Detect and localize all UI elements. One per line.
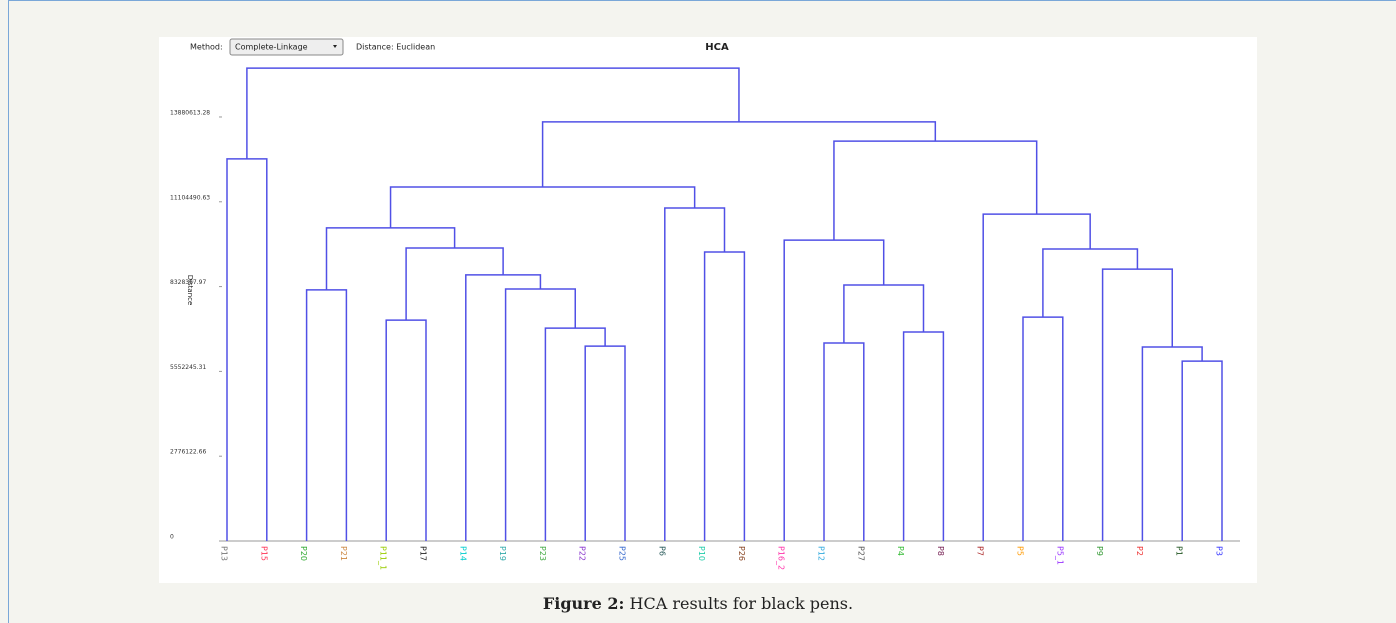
leaf-label: P15 xyxy=(259,546,268,561)
leaf-label: P10 xyxy=(697,546,706,561)
y-tick-label: 13880613.28 xyxy=(170,109,210,116)
merge-link xyxy=(541,121,937,187)
merge-link xyxy=(405,247,504,321)
leaf-label: P11_1 xyxy=(379,546,388,570)
method-value: Complete-Linkage xyxy=(235,43,308,52)
leaf-label: P21 xyxy=(339,546,348,561)
leaf-label: P1 xyxy=(1175,546,1184,556)
leaf-label: P8 xyxy=(936,546,945,556)
y-tick-label: 5552245.31 xyxy=(170,364,206,371)
distance-label: Distance: Euclidean xyxy=(356,43,435,52)
leaf-label: P13 xyxy=(220,546,229,561)
merge-link xyxy=(1181,360,1223,541)
leaf-label: P2 xyxy=(1135,546,1144,556)
caption-text: HCA results for black pens. xyxy=(629,594,854,613)
y-axis-label: Distance xyxy=(186,275,194,306)
merge-link xyxy=(246,67,740,159)
y-tick-label: 2776122.66 xyxy=(170,449,206,456)
chart: Method: Complete-Linkage Distance: Eucli… xyxy=(159,37,1257,583)
y-tick-label: 11104490.63 xyxy=(170,194,210,201)
merge-link xyxy=(1101,268,1173,541)
leaf-label: P5 xyxy=(1016,546,1025,556)
chart-title: HCA xyxy=(705,42,729,53)
leaf-label: P27 xyxy=(856,546,865,561)
figure-frame xyxy=(8,0,1396,623)
chart-background xyxy=(159,37,1257,583)
leaf-label: P5_1 xyxy=(1055,546,1064,565)
caption-label: Figure 2: xyxy=(542,594,625,613)
leaf-label: P26 xyxy=(737,546,746,561)
method-select[interactable] xyxy=(229,38,344,56)
merge-link xyxy=(504,288,576,541)
leaf-label: P9 xyxy=(1095,546,1104,556)
y-tick-label: 8328367.97 xyxy=(170,279,206,286)
leaf-label: P23 xyxy=(538,546,547,561)
merge-link xyxy=(982,213,1091,541)
leaf-label: P14 xyxy=(458,546,467,561)
leaf-label: P25 xyxy=(618,546,627,561)
merge-link xyxy=(833,140,1038,241)
leaf-label: P22 xyxy=(578,546,587,561)
merge-link xyxy=(1022,316,1064,541)
leaf-label: P6 xyxy=(657,546,666,556)
leaf-label: P17 xyxy=(419,546,428,561)
y-tick-label: 0 xyxy=(170,534,174,541)
caption: Figure 2: HCA results for black pens. xyxy=(0,594,1396,613)
leaf-label: P7 xyxy=(976,546,985,556)
leaf-label: P4 xyxy=(896,546,905,556)
leaf-label: P3 xyxy=(1215,546,1224,556)
leaf-label: P16_2 xyxy=(777,546,786,570)
merge-link xyxy=(843,284,925,344)
method-label: Method: xyxy=(190,43,223,52)
merge-link xyxy=(385,319,427,541)
leaf-label: P19 xyxy=(498,546,507,561)
merge-link xyxy=(465,274,542,541)
merge-link xyxy=(1141,346,1203,541)
leaf-label: P12 xyxy=(817,546,826,561)
leaf-label: P20 xyxy=(299,546,308,561)
select-arrow xyxy=(333,45,337,48)
